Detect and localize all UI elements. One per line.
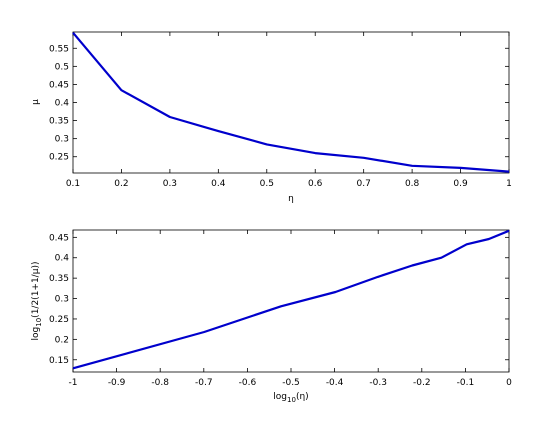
plot-bottom-xlabel: log10(η) (273, 392, 308, 404)
plot-top-series (72, 31, 510, 173)
plot-bottom-ytick-label: 0.25 (49, 315, 69, 325)
plot-bottom-ytick-label: 0.3 (55, 295, 69, 305)
plot-top-ylabel: μ (31, 99, 41, 105)
plot-top-ytick-label: 0.45 (49, 80, 69, 90)
plot-top-ytick-label: 0.25 (49, 153, 69, 163)
plot-top-xtick-label: 0.5 (260, 179, 274, 189)
plot-bottom-ytick-label: 0.35 (49, 274, 69, 284)
plot-bottom-ticks: -1 -0.9 -0.8 -0.7 -0.6 -0.5 -0.4 -0.3 -0.2 -0.1 0 0… (49, 230, 512, 388)
plot-top-ticks: 0.1 0.2 0.3 0.4 0.5 0.6 0.7 0.8 0.9 1 0.25 0.3 0.35 0… (49, 32, 512, 189)
plot-top-xtick-label: 0.8 (405, 179, 420, 189)
plot-bottom-series (72, 229, 510, 370)
plot-bottom-xlabel-main: log (273, 392, 287, 402)
plot-bottom-xtick-label: -0.8 (151, 378, 169, 388)
plot-top-xtick-label: 0.4 (211, 179, 226, 189)
plot-bottom-xtick-label: -0.3 (369, 378, 387, 388)
plot-top-frame (72, 31, 510, 174)
plot-bottom-ytick-label: 0.2 (55, 335, 69, 345)
plot-bottom-xtick-label: 0 (506, 378, 512, 388)
plot-bottom-xtick-label: -1 (69, 378, 78, 388)
plot-bottom-xtick-label: -0.4 (326, 378, 344, 388)
plot-top-xtick-label: 1 (506, 179, 512, 189)
plot-top-xlabel: η (288, 194, 294, 204)
plot-bottom-xlabel-sub: 10 (287, 396, 296, 404)
plot-bottom-xtick-label: -0.2 (413, 378, 431, 388)
plot-top-series-line (72, 31, 510, 173)
plot-top-xtick-label: 0.1 (66, 179, 80, 189)
plot-bottom-ytick-label: 0.4 (55, 254, 70, 264)
plot-bottom-xtick-label: -0.1 (457, 378, 475, 388)
plot-bottom-ylabel-main: log (31, 327, 41, 341)
plot-top-xtick-label: 0.6 (308, 179, 323, 189)
plot-bottom-ylabel: log10(1/2(1+1/μ)) (31, 262, 43, 341)
plot-bottom-ylabel-rest: (1/2(1+1/μ)) (31, 262, 41, 318)
plot-top-ytick-label: 0.3 (55, 135, 69, 145)
plot-bottom-xlabel-rest: (η) (296, 392, 309, 402)
plot-top-ytick-label: 0.5 (55, 62, 69, 72)
plot-top-xtick-label: 0.3 (163, 179, 177, 189)
plot-bottom-ylabel-sub: 10 (35, 318, 43, 327)
plot-bottom-series-line (72, 229, 510, 370)
plot-top-xtick-label: 0.9 (453, 179, 468, 189)
plot-bottom-xtick-label: -0.7 (195, 378, 213, 388)
plot-bottom-xtick-label: -0.9 (108, 378, 126, 388)
plot-bottom-xtick-label: -0.6 (239, 378, 257, 388)
plot-top-xtick-label: 0.2 (114, 179, 128, 189)
plot-top-ytick-label: 0.4 (55, 99, 70, 109)
plot-bottom: -1 -0.9 -0.8 -0.7 -0.6 -0.5 -0.4 -0.3 -0.2 -0.1 0 0… (31, 229, 512, 404)
plot-top-ytick-label: 0.55 (49, 44, 69, 54)
plot-bottom-ytick-label: 0.15 (49, 356, 69, 366)
plot-top-xtick-label: 0.7 (357, 179, 371, 189)
plot-top-ytick-label: 0.35 (49, 117, 69, 127)
plot-top: 0.1 0.2 0.3 0.4 0.5 0.6 0.7 0.8 0.9 1 0.25 0.3 0.35 0… (31, 31, 512, 204)
plot-bottom-xtick-label: -0.5 (282, 378, 300, 388)
plot-bottom-ytick-label: 0.45 (49, 233, 69, 243)
